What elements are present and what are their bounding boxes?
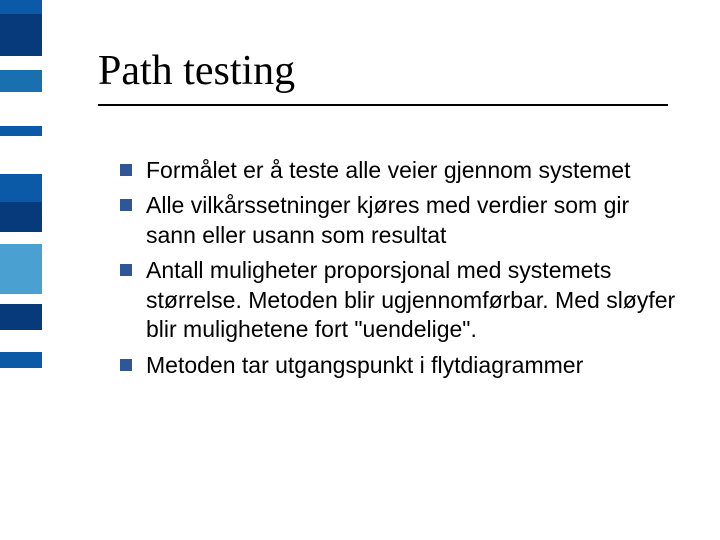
side-art-block <box>0 330 42 352</box>
list-item-text: Metoden tar utgangspunkt i flytdiagramme… <box>146 351 583 380</box>
side-art-block <box>0 0 42 14</box>
side-art-block <box>0 368 42 540</box>
title-region: Path testing <box>98 48 680 106</box>
side-art <box>0 0 42 540</box>
side-art-block <box>0 232 42 244</box>
side-art-block <box>0 14 42 56</box>
side-art-block <box>0 174 42 202</box>
slide: Path testing Formålet er å teste alle ve… <box>0 0 720 540</box>
square-bullet-icon <box>120 264 132 276</box>
side-art-block <box>0 126 42 136</box>
list-item: Antall muligheter proporsjonal med syste… <box>120 256 680 344</box>
list-item-text: Formålet er å teste alle veier gjennom s… <box>146 156 630 185</box>
side-art-block <box>0 352 42 368</box>
list-item-text: Antall muligheter proporsjonal med syste… <box>146 256 680 344</box>
list-item: Formålet er å teste alle veier gjennom s… <box>120 156 680 185</box>
slide-title: Path testing <box>98 48 680 94</box>
list-item: Metoden tar utgangspunkt i flytdiagramme… <box>120 351 680 380</box>
list-item-text: Alle vilkårssetninger kjøres med verdier… <box>146 191 680 250</box>
side-art-block <box>0 202 42 232</box>
side-art-block <box>0 136 42 174</box>
side-art-block <box>0 92 42 126</box>
square-bullet-icon <box>120 164 132 176</box>
side-art-block <box>0 56 42 70</box>
list-item: Alle vilkårssetninger kjøres med verdier… <box>120 191 680 250</box>
square-bullet-icon <box>120 359 132 371</box>
side-art-block <box>0 304 42 330</box>
side-art-block <box>0 244 42 294</box>
square-bullet-icon <box>120 199 132 211</box>
title-underline <box>98 104 668 106</box>
side-art-block <box>0 70 42 92</box>
side-art-block <box>0 294 42 304</box>
bullet-list: Formålet er å teste alle veier gjennom s… <box>120 156 680 386</box>
